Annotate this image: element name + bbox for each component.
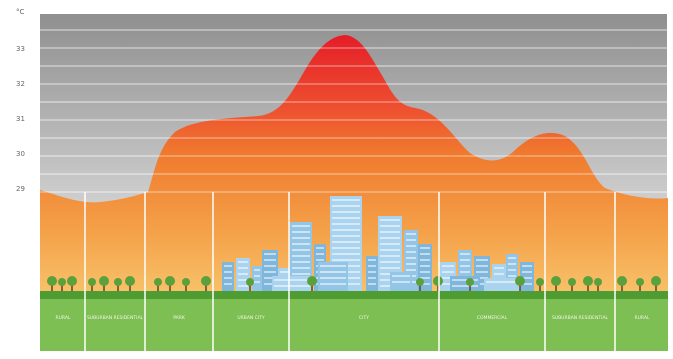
tree: [67, 276, 77, 291]
tree: [182, 278, 190, 291]
tree: [154, 278, 162, 291]
tree: [594, 278, 602, 291]
tree: [536, 278, 544, 291]
heat-curve: [40, 35, 668, 299]
city-skyline: [222, 196, 534, 291]
building: [252, 266, 262, 291]
axis-unit: °C: [16, 8, 25, 16]
tree: [99, 276, 109, 291]
tree: [466, 278, 474, 291]
building: [272, 276, 312, 291]
grass-strip: [40, 291, 668, 299]
ground-strip: [40, 299, 668, 351]
building: [484, 278, 520, 291]
building: [390, 272, 412, 291]
tree: [58, 278, 66, 291]
zone-label-park: PARK: [173, 316, 185, 321]
tree: [88, 278, 96, 291]
zone-label-commercial: COMMERCIAL: [476, 316, 508, 321]
tree: [416, 278, 424, 291]
tree: [246, 278, 254, 291]
zone-label-suburban-residential-2: SUBURBAN RESIDENTIAL: [551, 316, 609, 321]
building: [222, 262, 234, 291]
building: [366, 256, 378, 291]
tree: [165, 276, 175, 291]
tree: [114, 278, 122, 291]
tree: [201, 276, 211, 291]
axis-tick-label: 30: [16, 150, 25, 158]
zone-dividers: [84, 192, 616, 351]
tree: [583, 276, 593, 291]
axis-tick-label: 31: [16, 115, 25, 123]
building: [450, 276, 480, 291]
tree: [47, 276, 57, 291]
axis-tick-label: 33: [16, 45, 25, 53]
zone-label-city: CITY: [359, 316, 369, 321]
tree: [307, 276, 317, 291]
tree: [651, 276, 661, 291]
tree: [617, 276, 627, 291]
building: [318, 262, 348, 291]
tree: [551, 276, 561, 291]
zone-label-urban-city: URBAN CITY: [237, 316, 265, 321]
tree: [568, 278, 576, 291]
building: [236, 258, 250, 291]
tree: [125, 276, 135, 291]
tree-row: [47, 276, 661, 291]
zone-label-rural: RURAL: [55, 316, 71, 321]
axis-tick-label: 29: [16, 185, 25, 193]
axis-tick-label: 32: [16, 80, 25, 88]
zone-label-rural-2: RURAL: [634, 316, 650, 321]
zone-label-suburban-residential: SUBURBAN RESIDENTIAL: [86, 316, 144, 321]
tree: [636, 278, 644, 291]
tree: [433, 276, 443, 291]
tree: [515, 276, 525, 291]
